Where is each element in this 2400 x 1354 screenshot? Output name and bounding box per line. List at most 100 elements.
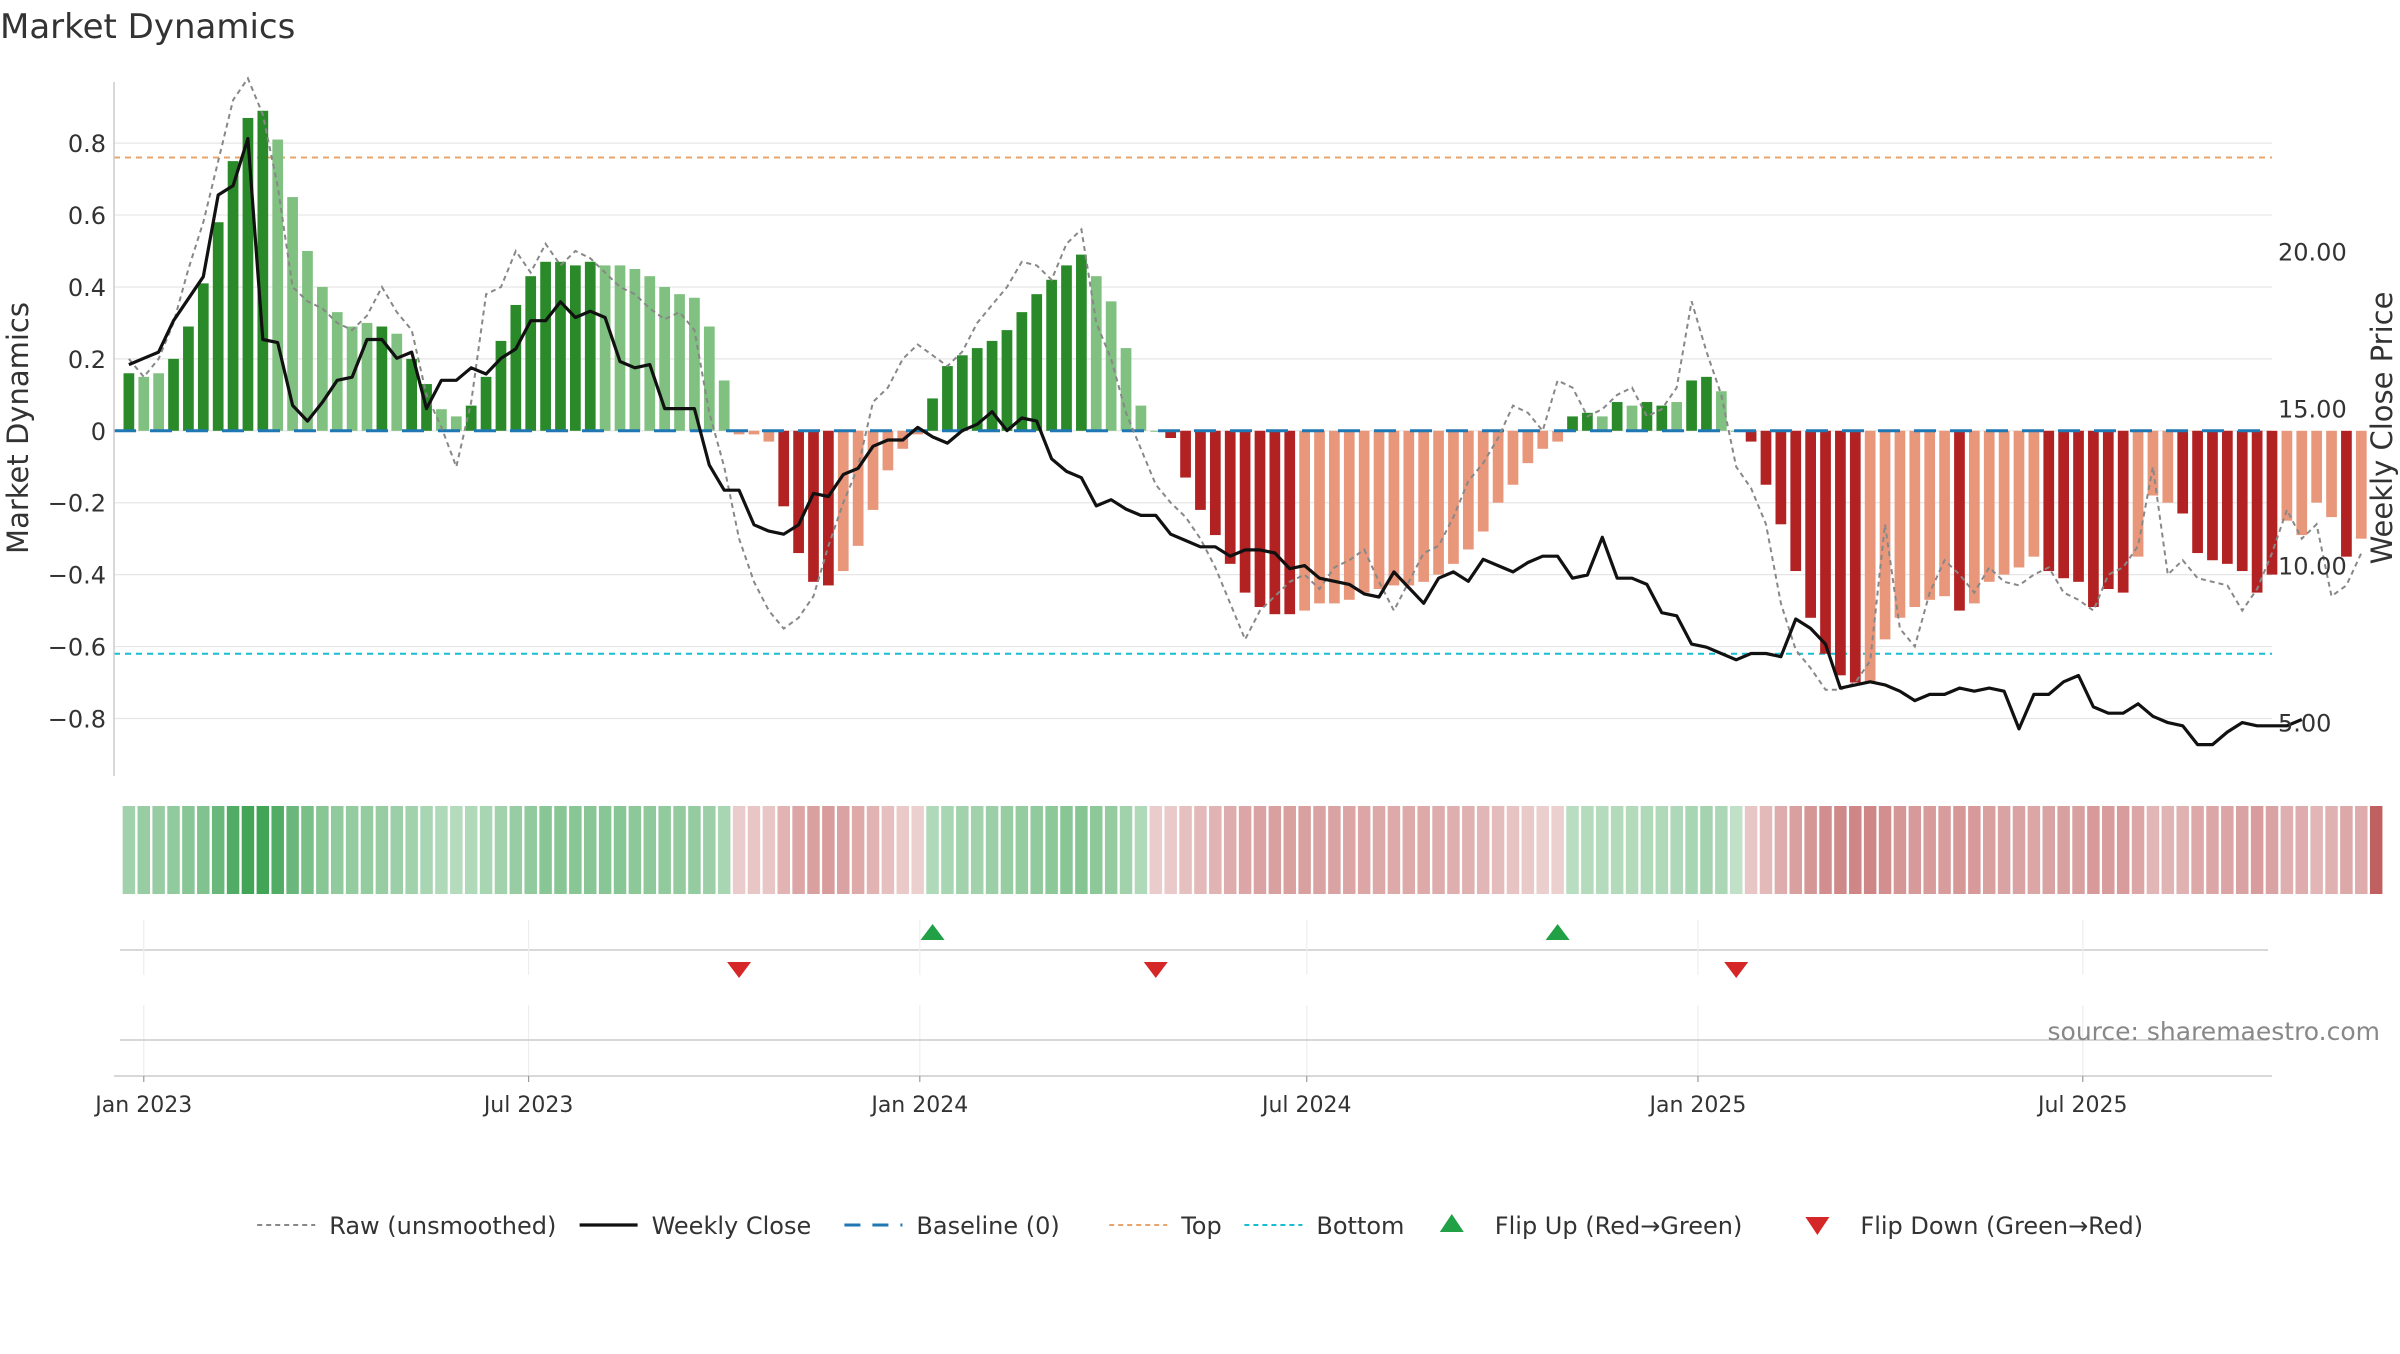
market-dynamics-bar xyxy=(242,117,254,431)
regime-cell xyxy=(2250,806,2264,894)
regime-cell xyxy=(1997,806,2011,894)
regime-cell xyxy=(1402,806,1416,894)
market-dynamics-bar xyxy=(1968,430,1980,604)
legend-label: Bottom xyxy=(1316,1212,1404,1240)
market-dynamics-bar xyxy=(1388,430,1400,586)
regime-cell xyxy=(1715,806,1728,894)
right-axis-ticks: 5.00 10.00 15.00 20.00 xyxy=(2278,239,2347,738)
regime-cell xyxy=(792,806,805,894)
market-dynamics-bar xyxy=(927,398,938,431)
market-dynamics-bar xyxy=(1239,430,1251,593)
market-dynamics-bar xyxy=(1820,430,1831,654)
market-dynamics-bar xyxy=(436,409,447,431)
legend-item: Weekly Close xyxy=(579,1212,812,1240)
regime-cell xyxy=(197,806,210,894)
market-dynamics-bar xyxy=(1790,430,1802,572)
legend-label: Weekly Close xyxy=(652,1212,812,1240)
market-dynamics-bar xyxy=(1343,430,1355,600)
market-dynamics-bar xyxy=(1254,430,1266,607)
market-dynamics-bars xyxy=(123,110,2367,683)
market-dynamics-bar xyxy=(1582,412,1593,431)
source-label: source: sharemaestro.com xyxy=(2048,1017,2381,1046)
market-dynamics-bar xyxy=(867,430,879,510)
regime-cell xyxy=(420,806,433,894)
legend-label: Flip Down (Green→Red) xyxy=(1860,1212,2143,1240)
market-dynamics-bar xyxy=(1209,430,1221,536)
market-dynamics-bar xyxy=(1061,265,1072,431)
regime-cell xyxy=(584,806,597,894)
market-dynamics-bar xyxy=(1031,294,1043,431)
regime-cell xyxy=(390,806,404,894)
regime-cell xyxy=(1476,806,1490,894)
market-dynamics-bar xyxy=(1611,402,1623,431)
market-dynamics-bar xyxy=(1596,416,1608,431)
regime-cell xyxy=(271,806,284,894)
regime-cell xyxy=(1030,806,1043,894)
regime-cell xyxy=(2102,806,2115,894)
regime-cell xyxy=(2235,806,2249,894)
regime-cell xyxy=(837,806,850,894)
regime-cell xyxy=(2355,806,2368,894)
market-dynamics-bar xyxy=(406,358,418,431)
flip-up-marker xyxy=(1545,924,1570,940)
regime-cell xyxy=(1640,806,1654,894)
x-tick-label: Jul 2023 xyxy=(482,1093,574,1118)
regime-cell xyxy=(1551,806,1564,894)
regime-cell xyxy=(688,806,701,894)
chart-title: Market Dynamics xyxy=(0,7,295,47)
market-dynamics-bar xyxy=(733,430,745,435)
regime-cell xyxy=(807,806,820,894)
regime-cell xyxy=(1536,806,1549,894)
market-dynamics-bar xyxy=(1016,312,1028,431)
x-tick-label: Jan 2024 xyxy=(869,1093,968,1118)
market-dynamics-bar xyxy=(495,340,507,431)
legend-label: Raw (unsmoothed) xyxy=(329,1212,556,1240)
regime-cell xyxy=(241,806,255,894)
market-dynamics-bar xyxy=(2162,430,2174,503)
flip-down-marker xyxy=(727,962,752,978)
market-dynamics-bar xyxy=(1269,430,1281,615)
left-tick-label: 0.6 xyxy=(68,202,106,230)
regime-cell xyxy=(1819,806,1832,894)
market-dynamics-bar xyxy=(2311,430,2323,503)
regime-cell xyxy=(2206,806,2219,894)
market-dynamics-bar xyxy=(1492,430,1504,503)
market-dynamics-bar xyxy=(1477,430,1489,532)
market-dynamics-bar xyxy=(823,430,834,586)
regime-cell xyxy=(1759,806,1773,894)
market-dynamics-bar xyxy=(1090,276,1102,431)
market-dynamics-bar xyxy=(272,139,284,431)
market-dynamics-bar xyxy=(1686,380,1697,431)
market-dynamics-bar xyxy=(614,265,626,431)
market-dynamics-bar xyxy=(138,376,150,431)
x-tick-label: Jan 2023 xyxy=(93,1093,192,1118)
market-dynamics-bar xyxy=(1835,430,1846,676)
market-dynamics-bar xyxy=(123,373,135,431)
left-tick-label: 0 xyxy=(91,418,106,446)
regime-cell xyxy=(1878,806,1892,894)
regime-cell xyxy=(1863,806,1877,894)
regime-cell xyxy=(1804,806,1817,894)
market-dynamics-bar xyxy=(2281,430,2293,521)
regime-cell xyxy=(1372,806,1386,894)
regime-cell xyxy=(1045,806,1058,894)
market-dynamics-bar xyxy=(689,297,700,431)
right-tick-label: 20.00 xyxy=(2278,239,2347,267)
regime-cell xyxy=(211,806,225,894)
market-dynamics-bar xyxy=(525,276,537,431)
regime-cell xyxy=(167,806,180,894)
market-dynamics-bar xyxy=(956,355,968,431)
regime-cell xyxy=(822,806,835,894)
market-dynamics-bar xyxy=(1537,430,1549,449)
market-dynamics-bar xyxy=(361,322,373,431)
regime-cell xyxy=(1268,806,1282,894)
legend-label: Top xyxy=(1180,1212,1222,1240)
regime-cell xyxy=(2191,806,2204,894)
left-tick-label: −0.6 xyxy=(48,634,106,662)
regime-cell xyxy=(479,806,493,894)
regime-cell xyxy=(1581,806,1594,894)
regime-cell xyxy=(2116,806,2130,894)
regime-cell xyxy=(643,806,657,894)
flip-up-marker xyxy=(920,924,945,940)
market-dynamics-bar xyxy=(644,276,656,431)
